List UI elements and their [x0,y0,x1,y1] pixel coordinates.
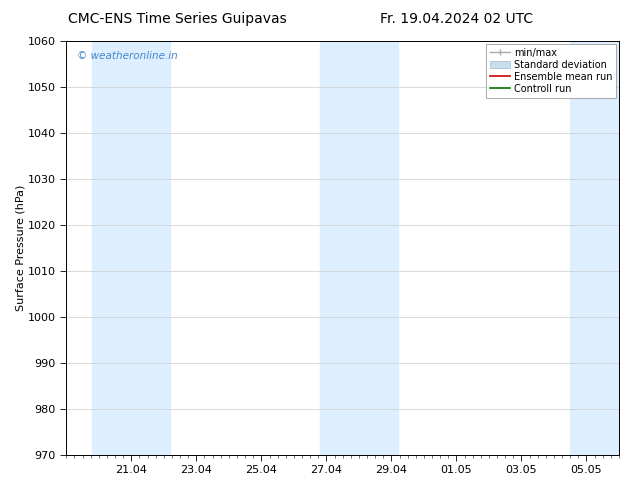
Text: Fr. 19.04.2024 02 UTC: Fr. 19.04.2024 02 UTC [380,12,533,26]
Y-axis label: Surface Pressure (hPa): Surface Pressure (hPa) [15,185,25,311]
Bar [570,41,619,455]
Text: CMC-ENS Time Series Guipavas: CMC-ENS Time Series Guipavas [68,12,287,26]
Bar [93,41,171,455]
Text: © weatheronline.in: © weatheronline.in [77,51,178,61]
Legend: min/max, Standard deviation, Ensemble mean run, Controll run: min/max, Standard deviation, Ensemble me… [486,44,616,98]
Bar [320,41,398,455]
